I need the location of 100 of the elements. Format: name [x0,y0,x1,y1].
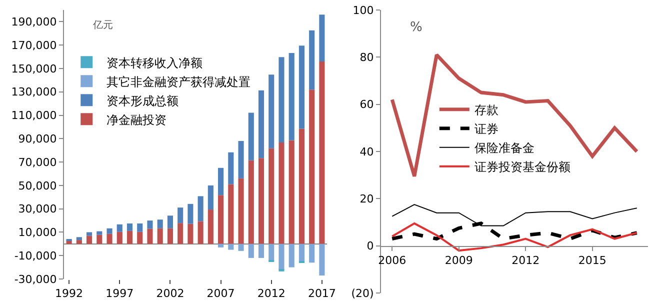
bar [309,244,315,263]
line-series [390,53,639,178]
y-tick-label: 80 [360,51,374,64]
bar [278,244,284,270]
bar [167,216,173,228]
y-axis-title: % [410,20,422,35]
bar [218,244,224,248]
bar [208,210,214,244]
y-tick-label: 170,000 [11,38,57,52]
bar [248,160,254,244]
bar [116,232,122,244]
x-tick-label: 2007 [206,287,235,300]
bar [106,228,112,234]
x-tick-label: 2015 [578,254,606,268]
bar [76,240,82,244]
y-tick-label: -10,000 [14,249,57,262]
y-tick-label: 50,000 [18,179,57,192]
bar [218,168,224,196]
bar [137,223,143,232]
bar [218,195,224,244]
bar [248,244,254,258]
legend-label: 资本形成总额 [106,94,179,108]
bar [147,220,153,229]
y-tick-label: 110,000 [11,109,57,122]
bar [258,158,264,244]
legend-label: 证券 [474,122,498,136]
bar [288,244,294,268]
y-tick-label: 90,000 [18,132,57,146]
y-tick-label: 60 [360,98,374,112]
bar [116,224,122,232]
bar [188,224,194,244]
bar [198,196,204,222]
bar [126,223,133,231]
bar [137,232,143,244]
bar [178,208,184,224]
bar [238,140,244,178]
bar [157,228,163,244]
bar [86,232,92,236]
bar [178,223,184,244]
y-tick-label: 150,000 [11,62,57,76]
y-tick-label: 40 [360,145,374,158]
x-tick-label: 1997 [106,287,134,300]
bar [288,53,294,140]
bar [96,234,102,244]
y-tick-label: (20) [351,286,374,300]
y-tick-label: 10,000 [18,226,57,240]
bar [106,234,112,244]
bar [298,128,304,244]
bar [298,46,304,129]
bar [278,142,284,244]
bar [258,244,264,258]
bar [268,244,274,260]
x-tick-label: 2012 [257,287,286,300]
y-tick-label: 70,000 [18,156,57,169]
y-tick-label: 100 [352,4,374,17]
legend-label: 资本转移收入净额 [106,56,203,70]
line-series [391,222,638,252]
bar [238,244,244,251]
y-tick-label: 190,000 [11,16,57,29]
bar [147,228,153,244]
legend-label: 净金融投资 [106,112,167,127]
bar [126,230,133,244]
bar [228,184,234,244]
bar [86,236,92,244]
bar [288,140,294,244]
bar [76,237,82,240]
bar [319,244,325,276]
bar [258,90,264,158]
bar [96,231,102,235]
bar [238,178,244,244]
bar [228,152,234,184]
legend-label: 存款 [474,103,498,118]
x-tick-label: 2009 [444,254,473,268]
y-tick-label: 0 [366,240,374,253]
y-tick-label: 130,000 [11,86,57,99]
y-tick-label: 30,000 [18,202,57,216]
bar [167,228,173,244]
bar [319,61,325,244]
y-axis-title: 亿元 [92,20,113,31]
bar [268,148,274,244]
x-tick-label: 2002 [156,287,184,300]
x-tick-label: 2006 [378,254,406,268]
legend-label: 保险准备金 [474,141,534,156]
bar [298,244,304,262]
y-tick-label: 20 [360,192,374,206]
x-tick-label: 2017 [308,287,336,300]
bar [198,221,204,244]
bar [248,112,254,160]
legend-label: 证券投资基金份额 [474,160,570,174]
bar [319,14,325,62]
x-tick-label: 1992 [55,287,84,300]
bar [157,220,163,228]
bar [309,90,315,244]
x-tick-label: 2012 [512,254,540,268]
bar [228,244,234,250]
bar [188,204,194,224]
bar [278,57,284,143]
bar [309,30,315,90]
bar [268,74,274,148]
legend-label: 其它非金融资产获得减处置 [106,74,251,89]
